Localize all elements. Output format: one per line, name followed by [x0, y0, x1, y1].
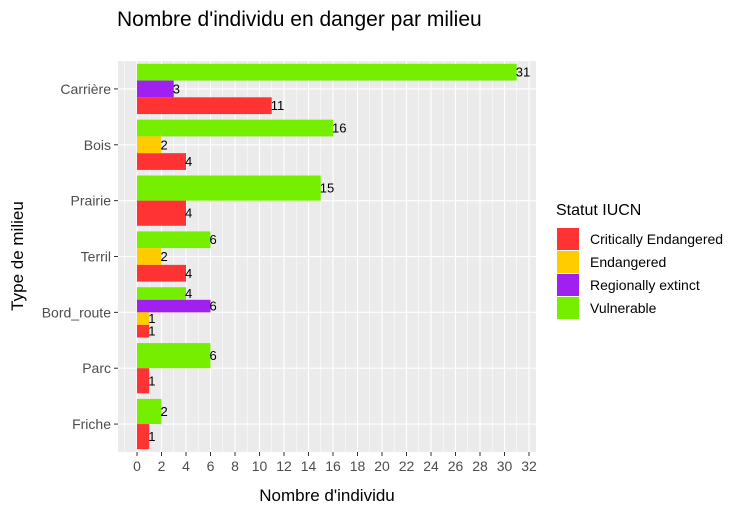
y-tick-label-bord-route: Bord_route — [42, 304, 111, 320]
bar-bois-critically-endangered — [137, 153, 186, 170]
legend: Statut IUCN Critically Endangered Endange… — [556, 202, 723, 319]
x-axis-title: Nombre d'individu — [259, 486, 395, 505]
data-label-bord-route-critically-endangered: 1 — [148, 324, 155, 339]
y-axis: Carrière Bois Prairie Terril Bord_route Parc F… — [42, 81, 118, 432]
data-label-bois-critically-endangered: 4 — [185, 154, 192, 169]
bar-bord-route-endangered — [137, 312, 150, 325]
legend-label-vulnerable: Vulnerable — [590, 300, 657, 316]
legend-key-endangered — [557, 251, 579, 273]
data-label-bois-vulnerable: 16 — [332, 121, 346, 136]
legend-title: Statut IUCN — [556, 202, 641, 219]
x-tick-label: 14 — [301, 458, 317, 474]
y-tick-label-parc: Parc — [82, 360, 111, 376]
data-label-carri-re-regionally-extinct: 3 — [173, 81, 180, 96]
data-label-terril-vulnerable: 6 — [210, 232, 217, 247]
x-tick-label: 18 — [350, 458, 366, 474]
x-tick-label: 12 — [276, 458, 292, 474]
y-tick-label-prairie: Prairie — [71, 193, 112, 209]
x-tick-label: 20 — [374, 458, 390, 474]
x-tick-label: 28 — [472, 458, 488, 474]
bar-carri-re-regionally-extinct — [137, 80, 174, 98]
legend-key-critically-endangered — [557, 228, 579, 250]
data-label-friche-vulnerable: 2 — [161, 404, 168, 419]
bar-friche-critically-endangered — [137, 424, 150, 450]
bar-parc-vulnerable — [137, 343, 211, 369]
bar-bord-route-critically-endangered — [137, 324, 150, 338]
bar-bois-vulnerable — [137, 119, 333, 137]
data-label-carri-re-critically-endangered: 11 — [271, 98, 285, 113]
x-tick-label: 8 — [231, 458, 239, 474]
bar-friche-vulnerable — [137, 398, 162, 425]
data-label-bord-route-vulnerable: 4 — [185, 286, 192, 301]
y-tick-label-carri-re: Carrière — [60, 81, 111, 97]
data-label-friche-critically-endangered: 1 — [148, 429, 155, 444]
bar-parc-critically-endangered — [137, 368, 150, 394]
bar-terril-critically-endangered — [137, 264, 186, 282]
x-tick-label: 26 — [448, 458, 464, 474]
y-tick-label-terril: Terril — [81, 249, 111, 265]
y-axis-title: Type de milieu — [8, 201, 27, 311]
y-tick-label-friche: Friche — [72, 416, 111, 432]
bar-prairie-critically-endangered — [137, 200, 186, 226]
x-tick-label: 4 — [182, 458, 190, 474]
data-label-terril-critically-endangered: 4 — [185, 266, 192, 281]
x-tick-label: 2 — [158, 458, 166, 474]
data-label-bois-endangered: 2 — [161, 137, 168, 152]
y-tick-label-bois: Bois — [84, 137, 111, 153]
bar-bord-route-regionally-extinct — [137, 299, 211, 313]
x-tick-label: 10 — [252, 458, 268, 474]
bar-bois-endangered — [137, 136, 162, 154]
x-tick-label: 30 — [497, 458, 513, 474]
legend-label-critically-endangered: Critically Endangered — [590, 231, 723, 247]
data-label-prairie-critically-endangered: 4 — [185, 206, 192, 221]
x-tick-label: 16 — [325, 458, 341, 474]
data-label-terril-endangered: 2 — [161, 249, 168, 264]
x-axis: 0 2 4 6 8 10 12 14 16 18 20 22 24 26 28 30 32 — [133, 452, 537, 474]
legend-label-endangered: Endangered — [590, 254, 666, 270]
data-label-bord-route-endangered: 1 — [148, 311, 155, 326]
data-label-carri-re-vulnerable: 31 — [516, 65, 530, 80]
bars — [137, 63, 517, 450]
legend-key-vulnerable — [557, 297, 579, 319]
x-tick-label: 24 — [423, 458, 439, 474]
x-tick-label: 0 — [133, 458, 141, 474]
legend-key-regionally-extinct — [557, 274, 579, 296]
x-tick-label: 32 — [521, 458, 537, 474]
bar-terril-vulnerable — [137, 231, 211, 249]
bar-carri-re-critically-endangered — [137, 97, 272, 115]
data-label-bord-route-regionally-extinct: 6 — [210, 299, 217, 314]
data-label-parc-vulnerable: 6 — [210, 348, 217, 363]
bar-terril-endangered — [137, 248, 162, 265]
data-label-parc-critically-endangered: 1 — [148, 373, 155, 388]
chart-title: Nombre d'individu en danger par milieu — [117, 8, 482, 31]
bar-bord-route-vulnerable — [137, 287, 186, 300]
bar-carri-re-vulnerable — [137, 63, 517, 81]
bar-prairie-vulnerable — [137, 175, 321, 201]
x-tick-label: 22 — [399, 458, 415, 474]
legend-label-regionally-extinct: Regionally extinct — [590, 277, 700, 293]
x-tick-label: 6 — [207, 458, 215, 474]
data-label-prairie-vulnerable: 15 — [320, 181, 334, 196]
